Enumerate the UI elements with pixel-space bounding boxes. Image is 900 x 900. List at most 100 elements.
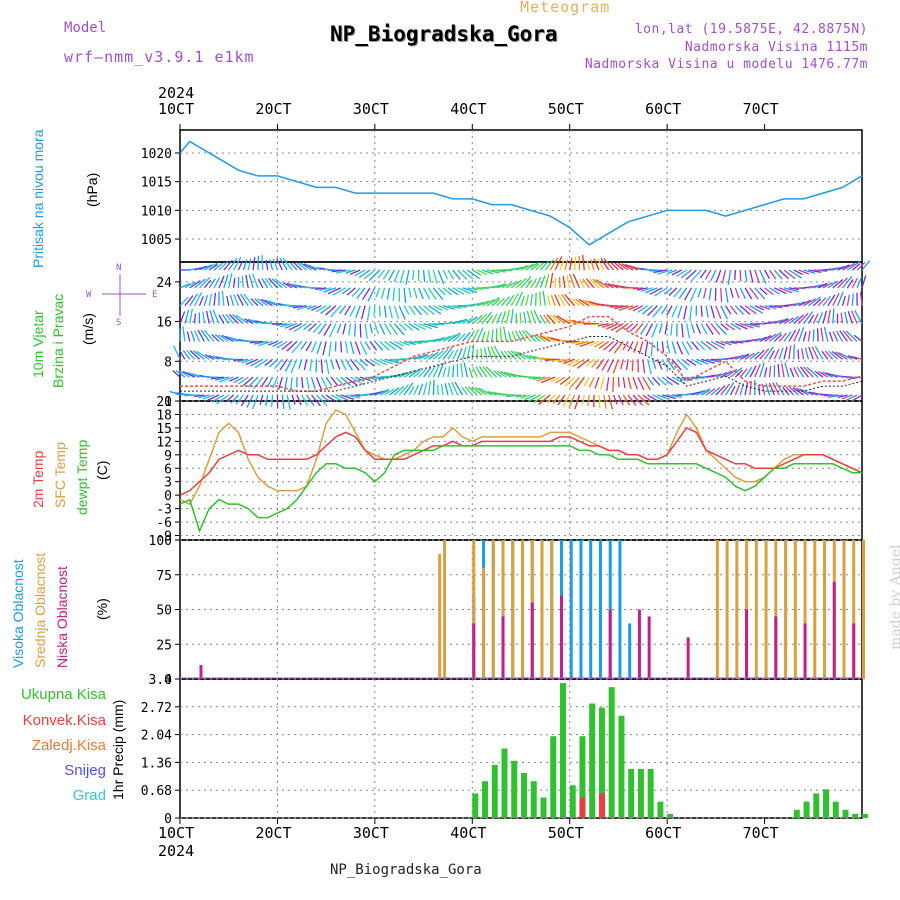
wind-arrow [286,340,298,352]
wind-arrow [452,318,468,325]
wind-arrow [383,305,387,318]
wind-arrow [233,376,244,384]
wind-arrow [744,322,760,328]
wind-arrow [530,310,537,324]
mid-cloud-bar [862,540,865,679]
wind-arrow [228,336,244,343]
wind-arrow [569,376,580,389]
wind-arrow [175,370,186,378]
wind-arrow [520,394,531,399]
wind-arrow [261,278,269,289]
wind-arrow [775,382,785,396]
wind-arrow [196,350,210,360]
low-cloud-bar [501,616,505,679]
wind-arrow [637,394,650,406]
wind-arrow [847,261,861,271]
wind-arrow [340,394,355,400]
wind-arrow [218,334,230,342]
wind-arrow [345,394,361,399]
wind-arrow [768,382,775,396]
wind-arrow [721,269,727,284]
mid-cloud-bar [482,567,486,679]
wind-arrow [486,297,500,307]
wind-arrow [251,394,259,410]
wind-arrow [572,358,585,368]
wind-arrow [720,323,729,331]
wind-arrow [379,358,394,365]
wind-arrow [204,262,218,271]
mid-cloud-bar [813,540,817,679]
y-tick-temperature: 21 [156,395,172,410]
wind-arrow [652,376,661,386]
wind-arrow [203,294,209,306]
wind-arrow [433,305,443,311]
y-tick-cloud: 25 [156,638,172,653]
wind-arrow [822,281,833,289]
wind-arrow [837,264,850,271]
x-tick-top: 20CT [255,100,291,118]
wind-arrow [479,366,488,378]
wind-arrow [230,394,239,404]
wind-arrow [264,299,278,307]
wind-arrow [467,287,478,291]
wind-arrow [491,329,494,342]
wind-arrow [730,323,742,331]
wind-arrow [306,377,310,390]
rain-bar [862,813,868,818]
wind-arrow [803,311,814,324]
wind-arrow [481,298,495,307]
wind-arrow [670,323,673,336]
wind-arrow [427,365,436,378]
wind-arrow [320,305,332,314]
wind-arrow [408,340,422,345]
wind-arrow [837,394,848,399]
wind-arrow [831,350,843,360]
wind-arrow [194,330,201,342]
wind-arrow [300,341,308,350]
wind-arrow [799,388,814,396]
wind-arrow [514,330,522,342]
wind-arrow [225,313,235,324]
wind-arrow [832,265,845,271]
wind-arrow [699,269,707,279]
wind-arrow [423,322,439,329]
wind-arrow [510,279,523,289]
wind-arrow [861,260,871,271]
wind-arrow [242,259,248,271]
wind-arrow [764,346,774,360]
wind-arrow [496,312,503,324]
wind-arrow [647,376,655,386]
wind-arrow [596,358,605,370]
wind-arrow [500,311,507,324]
wind-arrow [266,376,274,388]
wind-arrow [650,341,654,357]
wind-arrow [274,358,283,369]
wind-arrow [625,359,629,371]
wind-arrow [710,269,717,282]
wind-arrow [373,305,376,316]
wind-arrow [323,287,337,293]
wind-arrow [637,305,649,313]
wind-arrow [841,394,853,400]
mid-cloud-bar [842,540,846,679]
wind-arrow [503,350,512,360]
low-cloud-bar [832,581,836,679]
wind-arrow [666,305,673,316]
wind-arrow [846,279,854,289]
wind-arrow [612,359,620,374]
wind-arrow [842,262,856,271]
wind-arrow [340,376,352,387]
wind-arrow [837,277,848,289]
wind-arrow [835,351,848,360]
wind-arrow [503,371,517,378]
wind-arrow [574,394,581,410]
wind-arrow [730,354,745,360]
wind-arrow [305,341,313,352]
wind-arrow [442,305,455,310]
wind-arrow [214,376,229,381]
wind-arrow [701,358,715,364]
wind-arrow [783,331,792,342]
wind-arrow [822,310,828,324]
wind-arrow [366,305,371,321]
mid-cloud-bar [725,540,729,679]
